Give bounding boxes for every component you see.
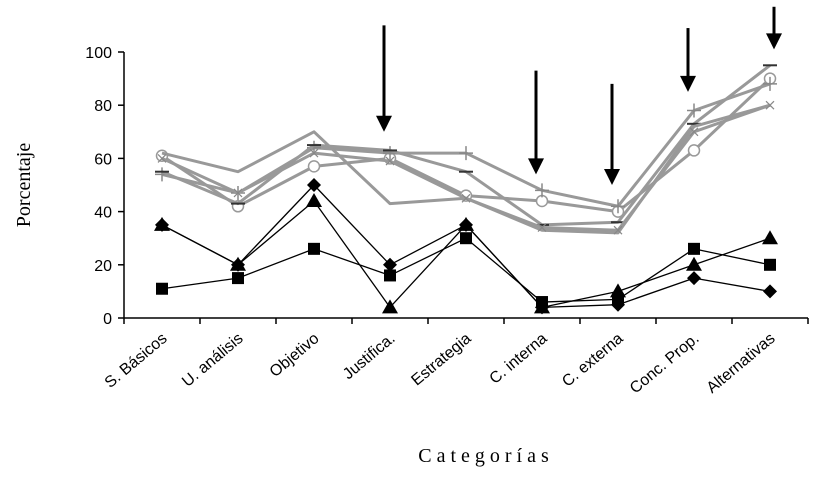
point-x (385, 156, 395, 166)
x-tick-label: C. interna (486, 330, 550, 388)
point-square (764, 258, 776, 271)
series-line (161, 184, 771, 309)
point-plus (611, 199, 625, 214)
point-plus (763, 76, 777, 91)
point-square (536, 296, 548, 309)
point-triangle (306, 192, 322, 207)
series-7 (156, 232, 776, 309)
point-square (688, 242, 700, 255)
point-square (460, 232, 472, 245)
point-triangle (762, 230, 778, 245)
axes (123, 52, 808, 319)
x-tick-label: Estrategia (408, 330, 474, 389)
arrow-head (766, 33, 782, 50)
y-tick-label: 60 (94, 151, 112, 168)
point-x (537, 223, 547, 232)
point-x (461, 193, 471, 203)
y-tick-label: 100 (85, 45, 112, 62)
series-4 (157, 100, 775, 235)
arrow-annotation-4 (766, 6, 782, 50)
y-tick-label: 40 (94, 205, 112, 222)
point-x (309, 148, 319, 158)
y-tick-label: 80 (94, 98, 112, 115)
arrow-head (604, 169, 620, 185)
series-layer (154, 64, 778, 315)
y-axis-title: Porcentaje (13, 143, 35, 228)
point-square (156, 282, 168, 295)
x-axis-title: Categorías (418, 445, 554, 467)
point-diamond (383, 257, 397, 272)
x-ticks: S. Básicos U. análisis Objetivo Justifica. E… (102, 318, 809, 397)
point-plus (687, 103, 701, 118)
point-square (232, 272, 244, 285)
x-tick-label: Objetivo (267, 330, 323, 381)
point-diamond (231, 257, 245, 272)
arrow-annotation-0 (376, 25, 392, 132)
point-square (384, 269, 396, 282)
point-x (689, 127, 699, 137)
x-tick-label: S. Básicos (102, 330, 171, 392)
arrow-annotations (376, 6, 782, 185)
point-diamond (687, 271, 701, 286)
point-triangle (686, 256, 702, 271)
x-tick-label: U. análisis (179, 330, 246, 390)
series-3 (161, 103, 771, 235)
x-tick-label: Justifica. (340, 330, 399, 383)
point-square (612, 293, 624, 306)
x-tick-label: Conc. Prop. (627, 330, 703, 397)
arrow-head (680, 75, 696, 92)
point-diamond (459, 217, 473, 232)
point-diamond (155, 217, 169, 232)
point-triangle (382, 299, 398, 314)
point-square (308, 242, 320, 255)
arrow-annotation-3 (680, 28, 696, 92)
series-line (161, 103, 771, 232)
y-tick-label: 0 (103, 311, 112, 328)
arrow-annotation-1 (528, 70, 544, 175)
point-diamond (307, 178, 321, 192)
series-0 (155, 72, 777, 218)
point-circle (307, 160, 321, 173)
arrow-annotation-2 (604, 83, 620, 185)
y-ticks: 0 20 40 60 80 100 (85, 45, 124, 328)
point-x (157, 153, 167, 163)
point-x (613, 225, 623, 235)
point-circle (687, 144, 701, 157)
point-plus (459, 146, 473, 161)
series-line (161, 103, 771, 235)
y-tick-label: 20 (94, 258, 112, 275)
x-tick-label: C. externa (559, 330, 627, 391)
series-5 (154, 192, 778, 314)
point-x (765, 100, 775, 110)
point-plus (535, 183, 549, 198)
arrow-head (376, 115, 392, 132)
arrow-head (528, 158, 544, 175)
point-diamond (763, 284, 777, 299)
point-x (233, 188, 243, 198)
x-tick-label: Alternativas (704, 330, 779, 397)
